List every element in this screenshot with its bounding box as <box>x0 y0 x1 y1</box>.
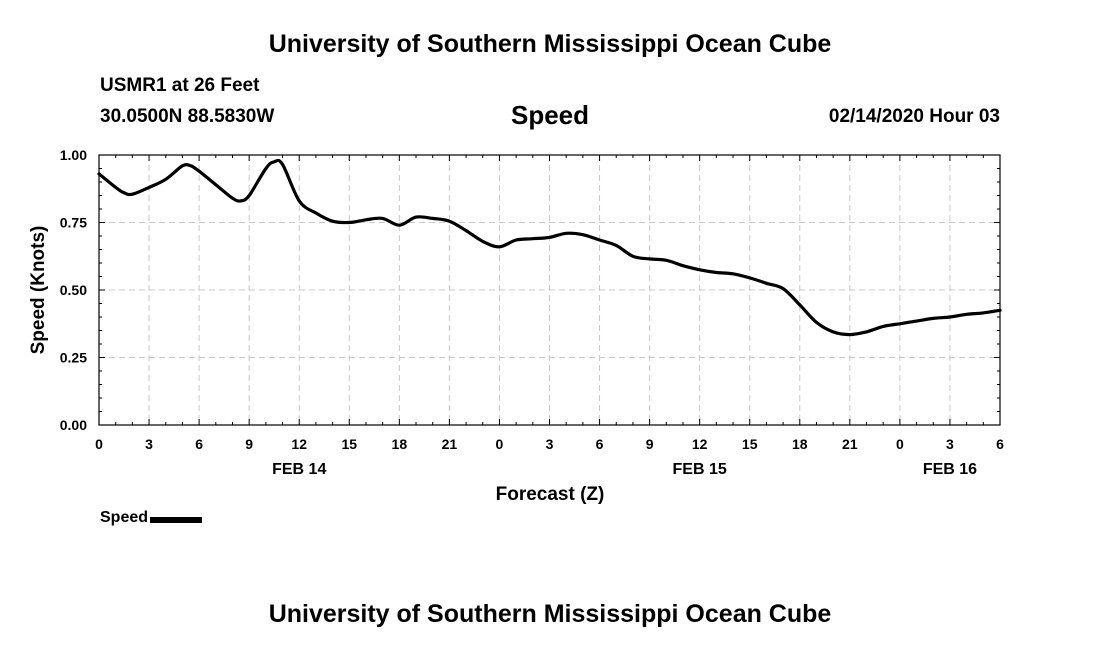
x-axis-title: Forecast (Z) <box>496 484 605 505</box>
x-tick-label: 21 <box>842 436 858 452</box>
y-tick-label: 1.00 <box>60 147 87 163</box>
x-tick-label: 0 <box>896 436 904 452</box>
x-tick-label: 6 <box>996 436 1004 452</box>
x-tick-label: 12 <box>692 436 708 452</box>
station-label: USMR1 at 26 Feet <box>100 75 260 96</box>
x-tick-label: 9 <box>245 436 253 452</box>
coordinates-label: 30.0500N 88.5830W <box>100 106 275 127</box>
x-tick-label: 3 <box>946 436 954 452</box>
x-tick-label: 6 <box>195 436 203 452</box>
footer-title: University of Southern Mississippi Ocean… <box>268 600 832 628</box>
legend-swatch <box>150 516 203 523</box>
x-tick-label: 12 <box>291 436 307 452</box>
series-line-speed <box>97 158 1002 337</box>
x-tick-label: 3 <box>145 436 153 452</box>
x-tick-label: 6 <box>596 436 604 452</box>
x-tick-label: 0 <box>496 436 504 452</box>
x-tick-label: 15 <box>742 436 758 452</box>
series-layer <box>97 158 1002 337</box>
axes-layer: 0 3 6 9 12 15 18 21 0 3 6 9 12 15 18 21 0 3 6 0.00 0.25 0.50 0… <box>60 147 1004 478</box>
y-tick-label: 0.50 <box>60 282 87 298</box>
y-tick-label: 0.25 <box>60 350 87 366</box>
x-tick-label: 21 <box>442 436 458 452</box>
x-tick-label: 9 <box>646 436 654 452</box>
y-axis-title: Speed (Knots) <box>28 226 49 355</box>
grid-layer <box>99 155 1000 425</box>
legend: Speed <box>100 509 203 527</box>
x-tick-label: 0 <box>95 436 103 452</box>
x-tick-label: 15 <box>341 436 357 452</box>
x-tick-label: 18 <box>792 436 808 452</box>
forecast-date-label: 02/14/2020 Hour 03 <box>828 106 1000 127</box>
y-tick-label: 0.00 <box>60 417 87 433</box>
date-label: FEB 15 <box>673 461 727 478</box>
legend-label: Speed <box>100 509 149 526</box>
chart-title: Speed <box>510 100 590 130</box>
x-tick-label: 3 <box>546 436 554 452</box>
y-tick-label: 0.75 <box>60 215 87 231</box>
date-label: FEB 16 <box>923 461 977 478</box>
x-tick-label: 18 <box>392 436 408 452</box>
date-label: FEB 14 <box>272 461 326 478</box>
page-title: University of Southern Mississippi Ocean… <box>268 30 832 58</box>
